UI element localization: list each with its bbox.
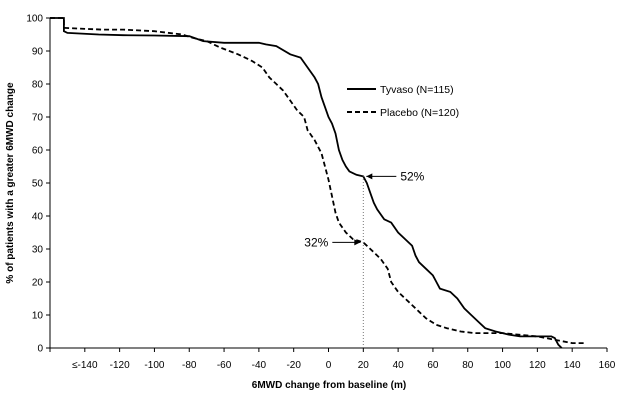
x-tick-label: -120: [110, 360, 130, 371]
x-tick-label: 140: [564, 360, 581, 371]
y-tick-label: 10: [32, 311, 44, 322]
x-tick-label: -80: [182, 360, 197, 371]
y-tick-label: 100: [26, 14, 43, 25]
y-tick-label: 80: [32, 80, 44, 91]
x-tick-label: 0: [326, 360, 332, 371]
x-tick-label: 100: [494, 360, 511, 371]
x-tick-label: -40: [252, 360, 267, 371]
x-tick-label: 20: [358, 360, 370, 371]
y-tick-label: 50: [32, 179, 44, 190]
annotation-label-32pct: 32%: [304, 235, 328, 249]
annotation-arrowhead: [366, 173, 373, 180]
x-tick-label: -60: [217, 360, 232, 371]
y-tick-label: 30: [32, 245, 44, 256]
y-tick-label: 40: [32, 212, 44, 223]
x-tick-label: -100: [144, 360, 164, 371]
series-line-tyvaso: [50, 17, 563, 349]
y-tick-label: 60: [32, 146, 44, 157]
x-tick-label: 120: [529, 360, 546, 371]
annotation-arrowhead: [354, 239, 361, 246]
legend: Tyvaso (N=115) Placebo (N=120): [347, 84, 459, 119]
legend-label-placebo: Placebo (N=120): [380, 107, 459, 119]
x-tick-label: ≤-140: [72, 360, 98, 371]
y-tick-label: 90: [32, 47, 44, 58]
x-tick-label: -20: [286, 360, 301, 371]
y-tick-label: 20: [32, 278, 44, 289]
y-tick-label: 70: [32, 113, 44, 124]
x-tick-label: 60: [427, 360, 439, 371]
x-tick-label: 40: [393, 360, 405, 371]
legend-label-tyvaso: Tyvaso (N=115): [380, 84, 454, 96]
series-line-placebo: [50, 17, 587, 344]
x-tick-label: 80: [462, 360, 474, 371]
y-axis-title: % of patients with a greater 6MWD change: [5, 82, 16, 284]
x-axis-title: 6MWD change from baseline (m): [252, 380, 406, 391]
annotation-label-52pct: 52%: [400, 169, 424, 183]
x-tick-label: 160: [599, 360, 616, 371]
y-tick-label: 0: [37, 344, 43, 355]
